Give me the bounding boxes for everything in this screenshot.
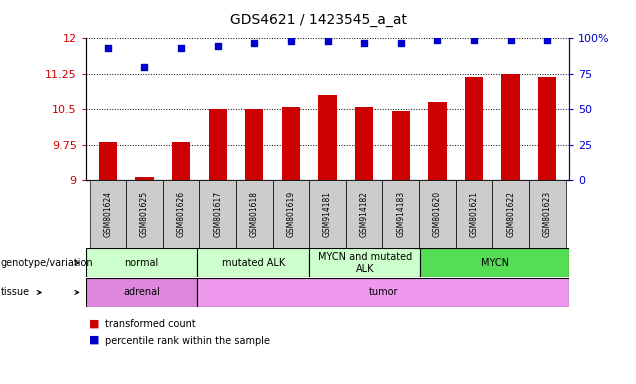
FancyBboxPatch shape xyxy=(309,180,346,248)
FancyBboxPatch shape xyxy=(197,278,569,307)
Text: percentile rank within the sample: percentile rank within the sample xyxy=(105,336,270,346)
Text: GSM801621: GSM801621 xyxy=(469,191,478,237)
Point xyxy=(212,43,223,49)
FancyBboxPatch shape xyxy=(126,180,163,248)
Text: normal: normal xyxy=(125,258,159,268)
FancyBboxPatch shape xyxy=(273,180,309,248)
Text: GSM801626: GSM801626 xyxy=(177,191,186,237)
Point xyxy=(103,45,113,51)
Text: MYCN and mutated
ALK: MYCN and mutated ALK xyxy=(317,252,412,274)
Bar xyxy=(355,107,373,180)
Bar xyxy=(99,142,117,180)
FancyBboxPatch shape xyxy=(382,180,419,248)
Bar xyxy=(319,95,336,180)
FancyBboxPatch shape xyxy=(197,248,309,277)
FancyBboxPatch shape xyxy=(163,180,199,248)
Text: GSM801623: GSM801623 xyxy=(543,191,552,237)
Text: GSM914183: GSM914183 xyxy=(396,191,405,237)
Bar xyxy=(172,142,190,180)
FancyBboxPatch shape xyxy=(420,248,569,277)
FancyBboxPatch shape xyxy=(492,180,529,248)
Bar xyxy=(428,102,446,180)
Text: GSM801620: GSM801620 xyxy=(433,191,442,237)
FancyBboxPatch shape xyxy=(90,180,126,248)
Text: GSM801617: GSM801617 xyxy=(213,191,222,237)
Text: genotype/variation: genotype/variation xyxy=(1,258,93,268)
Bar xyxy=(135,177,154,180)
Bar xyxy=(465,77,483,180)
Point xyxy=(286,38,296,44)
FancyBboxPatch shape xyxy=(86,248,197,277)
FancyBboxPatch shape xyxy=(456,180,492,248)
Bar xyxy=(538,77,556,180)
Text: mutated ALK: mutated ALK xyxy=(221,258,285,268)
Point xyxy=(542,37,552,43)
FancyBboxPatch shape xyxy=(346,180,382,248)
FancyBboxPatch shape xyxy=(199,180,236,248)
Point xyxy=(432,37,443,43)
FancyBboxPatch shape xyxy=(529,180,565,248)
FancyBboxPatch shape xyxy=(236,180,273,248)
Text: adrenal: adrenal xyxy=(123,287,160,298)
Point xyxy=(176,45,186,51)
Text: GSM801622: GSM801622 xyxy=(506,191,515,237)
Bar xyxy=(501,74,520,180)
Point xyxy=(506,37,516,43)
Point xyxy=(396,40,406,46)
Point xyxy=(469,37,479,43)
Text: tissue: tissue xyxy=(1,287,30,298)
Text: tumor: tumor xyxy=(369,287,398,298)
Point xyxy=(322,38,333,44)
Text: GSM801618: GSM801618 xyxy=(250,191,259,237)
Text: transformed count: transformed count xyxy=(105,319,196,329)
Point xyxy=(359,40,370,46)
Bar xyxy=(245,109,263,180)
Text: GSM914181: GSM914181 xyxy=(323,191,332,237)
Bar xyxy=(392,111,410,180)
Text: ■: ■ xyxy=(89,334,100,344)
Text: GSM801625: GSM801625 xyxy=(140,191,149,237)
Bar xyxy=(209,109,227,180)
Text: ■: ■ xyxy=(89,318,100,328)
Text: GSM914182: GSM914182 xyxy=(360,191,369,237)
FancyBboxPatch shape xyxy=(86,278,197,307)
Text: GSM801624: GSM801624 xyxy=(103,191,113,237)
Text: MYCN: MYCN xyxy=(481,258,509,268)
FancyBboxPatch shape xyxy=(419,180,456,248)
Point xyxy=(139,64,149,70)
Point xyxy=(249,40,259,46)
Text: GSM801619: GSM801619 xyxy=(286,191,295,237)
Text: GDS4621 / 1423545_a_at: GDS4621 / 1423545_a_at xyxy=(230,13,406,27)
Bar xyxy=(282,107,300,180)
FancyBboxPatch shape xyxy=(309,248,420,277)
